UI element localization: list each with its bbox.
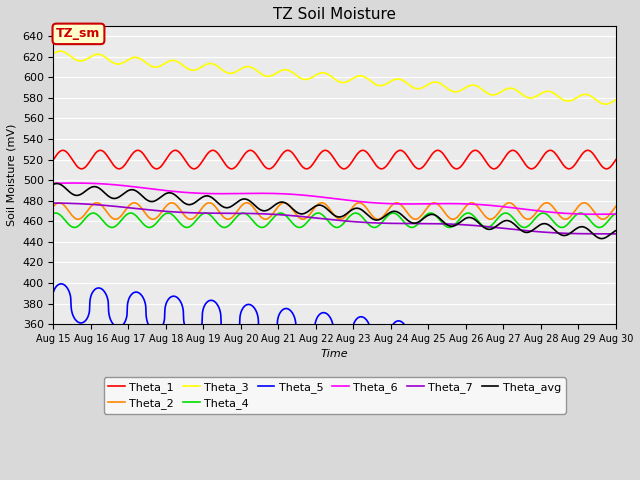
Theta_1 <box>116 166 124 171</box>
Theta_3 <box>370 81 378 86</box>
Theta_5 <box>310 334 318 340</box>
Theta_6 <box>370 200 378 205</box>
Theta_4 <box>116 219 124 225</box>
Theta_7 <box>370 220 378 226</box>
Theta_4 <box>370 225 378 230</box>
Theta_2 <box>116 214 124 220</box>
Theta_6 <box>50 180 58 186</box>
Theta_avg <box>598 236 605 241</box>
Theta_7 <box>612 231 620 237</box>
Theta_1 <box>50 156 58 162</box>
Theta_3 <box>50 50 58 56</box>
Theta_2 <box>300 216 308 222</box>
Theta_4 <box>310 212 317 218</box>
Theta_7 <box>50 200 58 206</box>
Theta_3 <box>310 73 318 79</box>
Theta_3 <box>116 61 124 67</box>
Theta_5 <box>602 378 609 384</box>
Theta_6 <box>93 180 101 186</box>
Theta_3 <box>612 97 620 103</box>
Theta_5 <box>50 289 58 295</box>
Theta_avg <box>50 181 58 187</box>
Theta_2 <box>612 204 620 209</box>
Line: Theta_4: Theta_4 <box>54 213 616 228</box>
Theta_6 <box>69 180 77 186</box>
Theta_4 <box>288 220 296 226</box>
Theta_5 <box>57 281 65 287</box>
Theta_5 <box>289 310 296 316</box>
Theta_7 <box>288 213 296 218</box>
Theta_2 <box>318 200 326 205</box>
Theta_avg <box>53 180 61 186</box>
Theta_avg <box>289 206 296 212</box>
Theta_1 <box>300 165 308 171</box>
Theta_7 <box>116 204 124 210</box>
Theta_avg <box>310 204 318 210</box>
Line: Theta_2: Theta_2 <box>54 203 616 219</box>
Theta_2 <box>310 205 318 211</box>
Theta_4 <box>300 223 308 228</box>
Line: Theta_6: Theta_6 <box>54 183 616 214</box>
Theta_6 <box>593 211 600 217</box>
Theta_2 <box>299 216 307 222</box>
Theta_7 <box>93 202 101 208</box>
Theta_avg <box>116 193 124 199</box>
Theta_4 <box>50 211 58 216</box>
Theta_1 <box>289 150 296 156</box>
Line: Theta_1: Theta_1 <box>54 150 616 169</box>
Theta_4 <box>93 212 101 217</box>
Line: Theta_7: Theta_7 <box>54 203 616 234</box>
Legend: Theta_1, Theta_2, Theta_3, Theta_4, Theta_5, Theta_6, Theta_7, Theta_avg: Theta_1, Theta_2, Theta_3, Theta_4, Thet… <box>104 377 566 414</box>
Theta_3 <box>300 76 308 82</box>
Line: Theta_avg: Theta_avg <box>54 183 616 239</box>
Theta_7 <box>300 214 308 220</box>
Theta_avg <box>300 211 308 216</box>
Theta_7 <box>310 215 317 221</box>
Theta_4 <box>540 210 547 216</box>
Theta_6 <box>612 211 620 217</box>
Theta_4 <box>558 225 566 230</box>
Theta_5 <box>116 324 124 330</box>
Y-axis label: Soil Moisture (mV): Soil Moisture (mV) <box>7 124 17 226</box>
Theta_5 <box>93 285 101 291</box>
Theta_5 <box>612 350 620 356</box>
X-axis label: Time: Time <box>321 349 349 360</box>
Theta_1 <box>370 159 378 165</box>
Theta_avg <box>612 228 620 233</box>
Theta_avg <box>370 216 378 222</box>
Theta_5 <box>300 345 308 350</box>
Theta_3 <box>602 101 609 107</box>
Theta_4 <box>612 211 620 216</box>
Theta_6 <box>289 192 296 197</box>
Theta_3 <box>56 48 64 54</box>
Theta_1 <box>603 166 611 172</box>
Theta_5 <box>370 348 378 353</box>
Theta_1 <box>59 147 67 153</box>
Theta_2 <box>288 206 296 212</box>
Theta_6 <box>116 182 124 188</box>
Theta_avg <box>93 184 101 190</box>
Theta_2 <box>371 215 378 221</box>
Theta_6 <box>300 192 308 198</box>
Theta_1 <box>612 156 620 162</box>
Theta_2 <box>93 200 101 205</box>
Title: TZ Soil Moisture: TZ Soil Moisture <box>273 7 396 22</box>
Theta_3 <box>93 51 101 57</box>
Theta_2 <box>50 204 58 209</box>
Line: Theta_3: Theta_3 <box>54 51 616 104</box>
Line: Theta_5: Theta_5 <box>54 284 616 381</box>
Text: TZ_sm: TZ_sm <box>56 27 100 40</box>
Theta_3 <box>289 70 296 75</box>
Theta_1 <box>310 159 318 165</box>
Theta_1 <box>93 149 101 155</box>
Theta_6 <box>310 193 318 199</box>
